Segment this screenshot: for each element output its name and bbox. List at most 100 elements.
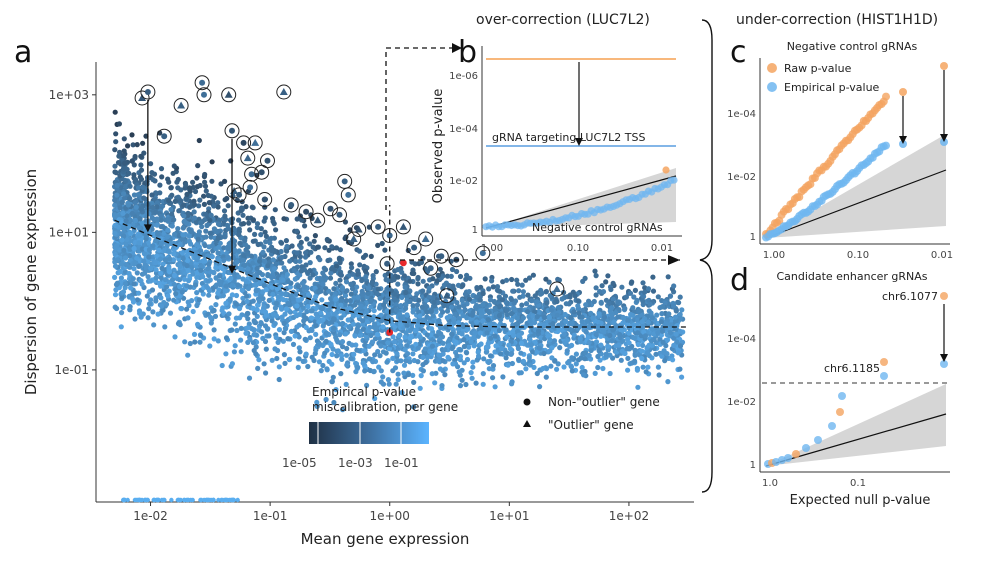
data-point: [611, 319, 617, 325]
data-point: [641, 293, 647, 300]
data-point: [169, 223, 175, 229]
data-point: [410, 351, 416, 357]
data-point: [596, 311, 602, 317]
data-point: [486, 286, 492, 292]
data-point: [165, 227, 171, 233]
data-point: [673, 331, 679, 337]
data-point: [340, 407, 346, 413]
data-point: [166, 179, 172, 185]
outlier-ring: [156, 128, 172, 144]
data-point: [273, 334, 279, 341]
data-point: [242, 262, 248, 268]
data-point: [514, 277, 520, 283]
data-point: [263, 370, 269, 376]
outlier-ring: [257, 192, 273, 207]
data-point: [459, 377, 465, 383]
data-point: [410, 372, 416, 378]
data-point: [442, 372, 448, 378]
data-point: [472, 330, 478, 336]
data-point: [157, 256, 163, 262]
data-point: [640, 364, 646, 370]
data-point: [348, 291, 354, 297]
x-tick-b-3: 0.01: [651, 243, 673, 254]
data-point: [466, 296, 473, 302]
data-point: [184, 191, 190, 197]
data-point: [609, 315, 615, 321]
data-point: [112, 163, 118, 169]
data-point: [461, 343, 467, 350]
data-point: [145, 240, 151, 246]
data-point: [520, 289, 527, 295]
data-point: [154, 253, 160, 259]
data-point: [513, 307, 519, 313]
data-point: [150, 204, 156, 211]
data-point: [348, 261, 354, 267]
outlier-point: [375, 223, 382, 230]
data-point: [454, 353, 460, 359]
data-point: [244, 325, 251, 331]
panel-letter-b: b: [458, 35, 477, 70]
data-point: [593, 339, 600, 345]
data-point: [120, 289, 127, 295]
data-point: [226, 241, 232, 247]
data-point: [136, 290, 142, 296]
outlier-point: [261, 196, 268, 203]
data-point: [426, 285, 432, 291]
y-tick-d-3: 1: [750, 460, 756, 471]
data-point: [138, 206, 144, 212]
floor-point: [132, 497, 138, 503]
data-point: [493, 343, 499, 349]
outlier-triangle: [224, 90, 233, 98]
data-point: [360, 360, 366, 366]
data-point: [197, 339, 203, 345]
data-point: [415, 359, 421, 365]
data-point: [172, 272, 178, 278]
data-point: [284, 248, 290, 254]
data-point: [121, 233, 127, 239]
data-point: [177, 322, 183, 328]
subtitle-d: Candidate enhancer gRNAs: [776, 270, 927, 283]
data-point: [353, 342, 359, 348]
data-point: [495, 288, 501, 294]
arrow-head-c2: [940, 134, 948, 142]
outlier-ring: [221, 87, 237, 103]
data-point: [220, 305, 226, 311]
data-point: [480, 302, 486, 308]
data-point: [646, 308, 652, 314]
data-point: [390, 334, 396, 340]
point-d-empirical: [838, 392, 846, 400]
data-point: [120, 210, 126, 216]
data-point: [679, 307, 685, 313]
data-point: [464, 356, 471, 363]
data-point: [276, 364, 282, 370]
data-point: [585, 334, 591, 341]
data-point: [291, 267, 297, 274]
data-point: [607, 370, 613, 377]
legend-empirical-label: Empirical p-value: [784, 81, 880, 94]
data-point: [162, 257, 168, 263]
data-point: [625, 355, 631, 361]
data-point: [462, 307, 468, 313]
data-point: [476, 353, 482, 359]
data-point: [320, 362, 326, 369]
data-point: [324, 366, 330, 372]
outlier-ring: [332, 207, 347, 223]
data-point: [398, 303, 404, 309]
data-point: [634, 322, 640, 328]
data-point: [216, 257, 222, 263]
data-point: [417, 385, 423, 391]
data-point: [155, 311, 161, 317]
data-point: [153, 209, 159, 215]
data-point: [659, 304, 666, 310]
data-point: [329, 266, 335, 272]
data-point: [605, 324, 611, 330]
data-point: [209, 243, 215, 249]
data-point: [158, 217, 164, 223]
data-point: [285, 336, 291, 342]
outlier-triangle: [442, 291, 451, 299]
floor-point: [222, 497, 227, 503]
data-point: [431, 299, 437, 305]
data-point: [530, 313, 536, 319]
data-point: [640, 298, 646, 304]
data-point: [123, 178, 129, 184]
